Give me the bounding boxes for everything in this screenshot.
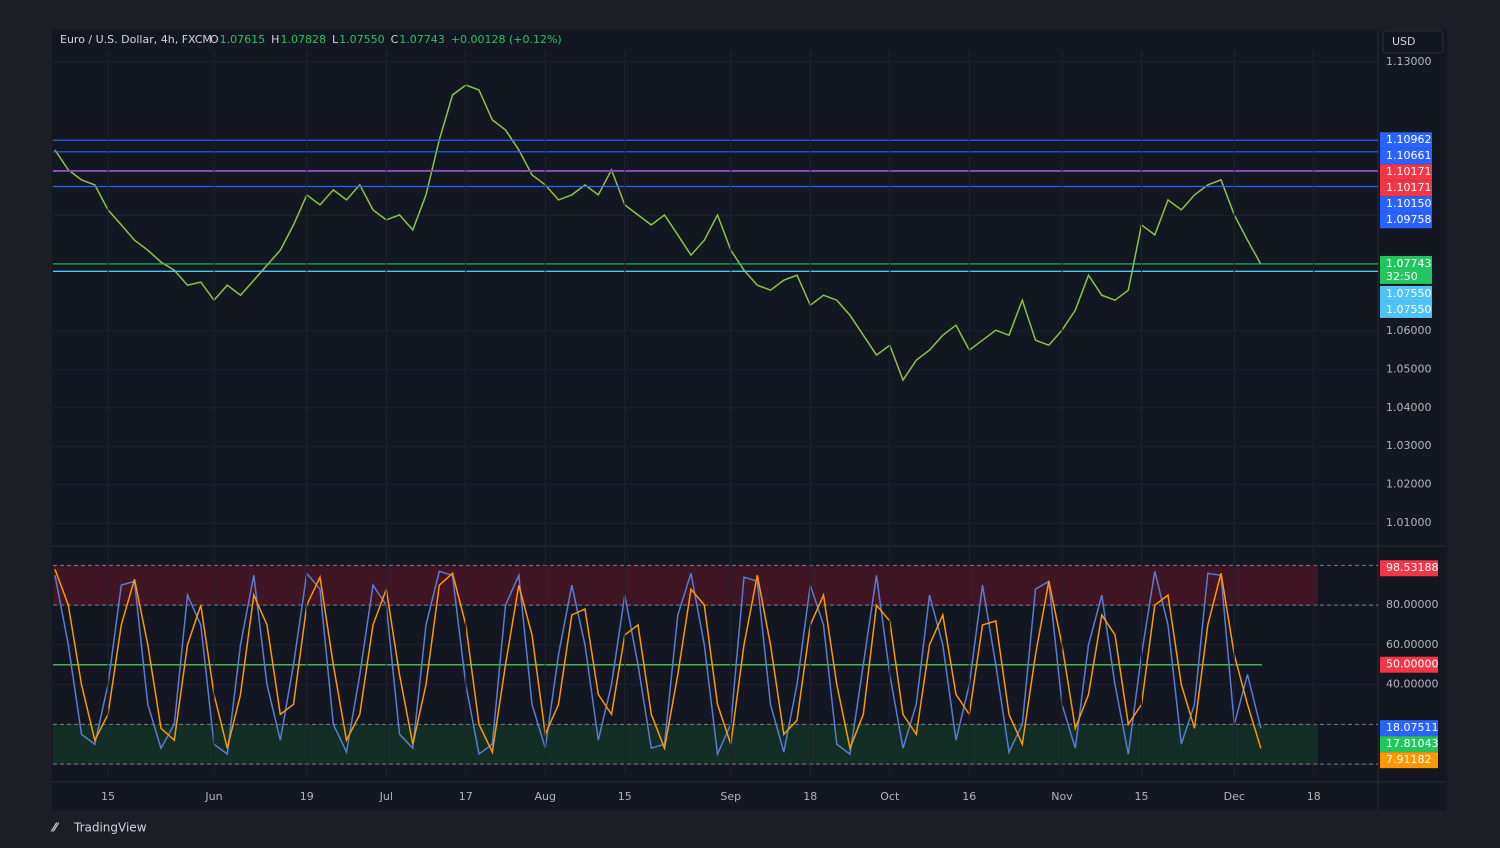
value-label: 17.81043 (1386, 737, 1439, 750)
ohlc-value: 1.07828 (280, 33, 326, 46)
x-tick-label: Oct (880, 790, 900, 803)
x-tick-label: Dec (1224, 790, 1245, 803)
level-badge (1380, 180, 1432, 197)
zone (53, 565, 1318, 606)
y-tick-label: 1.03000 (1386, 439, 1432, 452)
level-label: 1.07743 (1386, 257, 1432, 270)
level-badge (1380, 212, 1432, 229)
value-badge (1380, 720, 1438, 737)
y-tick-label: 40.00000 (1386, 678, 1439, 691)
series-line (54, 570, 1262, 757)
level-label: 1.10661 (1386, 149, 1432, 162)
y-tick-label: 60.00000 (1386, 638, 1439, 651)
ohlc-value: 1.07615 (220, 33, 266, 46)
x-tick-label: 15 (1135, 790, 1149, 803)
x-tick-label: 18 (1307, 790, 1321, 803)
symbol: Euro / U.S. Dollar, 4h, FXCM (60, 33, 212, 46)
level-label: 1.10171 (1386, 165, 1432, 178)
y-tick-label: 1.02000 (1386, 478, 1432, 491)
ohlc-value: 1.07743 (399, 33, 445, 46)
change: +0.00128 (+0.12%) (451, 33, 562, 46)
x-tick-label: Nov (1051, 790, 1073, 803)
ohlc-key: O (210, 33, 219, 46)
level-badge (1380, 196, 1432, 213)
value-badge (1380, 656, 1438, 673)
x-tick-label: Sep (720, 790, 741, 803)
branding[interactable]: TradingView (73, 821, 147, 835)
zone (53, 724, 1318, 765)
level-badge (1380, 255, 1432, 272)
x-tick-label: 17 (459, 790, 473, 803)
value-label: 98.53188 (1386, 561, 1439, 574)
value-badge (1380, 752, 1438, 769)
value-badge (1380, 560, 1438, 577)
x-tick-label: 19 (300, 790, 314, 803)
x-tick-label: Jul (379, 790, 393, 803)
countdown: 32:50 (1386, 270, 1418, 283)
level-label: 1.07550 (1386, 287, 1432, 300)
level-badge (1380, 148, 1432, 165)
level-badge (1380, 285, 1432, 302)
ohlc-key: L (332, 33, 339, 46)
y-tick-label: 1.06000 (1386, 324, 1432, 337)
ohlc-key: H (271, 33, 279, 46)
level-badge (1380, 132, 1432, 149)
value-label: 7.91182 (1386, 753, 1432, 766)
currency-box[interactable] (1382, 30, 1444, 54)
level-label: 1.10171 (1386, 181, 1432, 194)
series-line (54, 84, 1262, 382)
level-label: 1.09758 (1386, 213, 1432, 226)
x-tick-label: 18 (803, 790, 817, 803)
y-tick-label: 1.01000 (1386, 516, 1432, 529)
y-tick-label: 1.04000 (1386, 401, 1432, 414)
level-badge (1380, 164, 1432, 181)
chart-background (52, 30, 1447, 810)
logo[interactable]: ⁄⁄ (50, 821, 60, 835)
level-label: 1.10962 (1386, 133, 1432, 146)
y-tick-label: 1.05000 (1386, 362, 1432, 375)
x-tick-label: 15 (618, 790, 632, 803)
currency[interactable]: USD (1392, 35, 1416, 48)
y-tick-label: 80.00000 (1386, 598, 1439, 611)
y-tick-label: 1.13000 (1386, 55, 1432, 68)
level-label: 1.07550 (1386, 303, 1432, 316)
ohlc-key: C (391, 33, 399, 46)
value-label: 18.07511 (1386, 721, 1439, 734)
x-tick-label: 16 (962, 790, 976, 803)
series-line (54, 569, 1262, 755)
x-tick-label: Aug (535, 790, 556, 803)
level-badge (1380, 301, 1432, 318)
level-label: 1.10150 (1386, 197, 1432, 210)
x-tick-label: 15 (101, 790, 115, 803)
countdown-badge (1380, 269, 1432, 284)
ohlc-value: 1.07550 (339, 33, 385, 46)
x-tick-label: Jun (204, 790, 222, 803)
value-label: 50.00000 (1386, 658, 1439, 671)
value-badge (1380, 736, 1438, 753)
